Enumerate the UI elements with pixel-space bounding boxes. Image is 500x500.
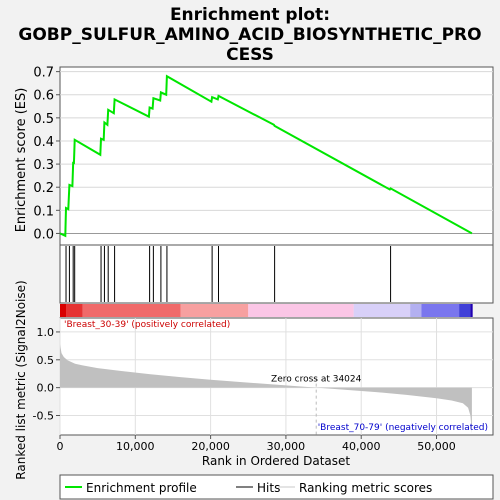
chart-title-line1: Enrichment plot: — [170, 5, 330, 25]
es-y-tick-label: 0.5 — [33, 112, 54, 127]
x-tick-label: 20,000 — [191, 440, 230, 453]
colorbar-segment — [421, 304, 460, 317]
es-y-tick-label: 0.7 — [33, 66, 54, 81]
es-y-tick-label: 0.3 — [33, 158, 54, 173]
x-tick-label: 40,000 — [342, 440, 381, 453]
ranking-colorbar — [60, 304, 473, 317]
es-grid — [60, 71, 493, 234]
x-axis-label: Rank in Ordered Dataset — [202, 454, 350, 468]
colorbar-segment — [248, 304, 354, 317]
chart-title-line3: CESS — [226, 45, 274, 65]
metric-y-tick-label: 1.0 — [37, 326, 55, 339]
positive-label: 'Breast_30-39' (positively correlated) — [64, 320, 230, 330]
es-y-ticks: 0.0 0.1 0.2 0.3 0.4 0.5 0.6 0.7 — [33, 66, 60, 242]
metric-y-tick-label: 0.0 — [37, 382, 55, 395]
chart-title-line2: GOBP_SULFUR_AMINO_ACID_BIOSYNTHETIC_PRO — [18, 25, 481, 45]
colorbar-segment — [82, 304, 181, 317]
colorbar-segment — [353, 304, 411, 317]
es-panel-frame — [59, 66, 494, 246]
legend-metric-label: Ranking metric scores — [299, 481, 432, 495]
colorbar-segment — [180, 304, 249, 317]
x-tick-label: 50,000 — [417, 440, 456, 453]
es-y-tick-label: 0.0 — [33, 227, 54, 242]
metric-y-tick-label: 0.5 — [37, 354, 55, 367]
negative-label: 'Breast_70-79' (negatively correlated) — [318, 423, 488, 433]
hits-ticks — [65, 246, 392, 302]
legend-hits-label: Hits — [257, 481, 280, 495]
colorbar-segment — [66, 304, 83, 317]
metric-y-ticks: -0.5 0.0 0.5 1.0 — [33, 326, 60, 423]
es-y-tick-label: 0.1 — [33, 204, 54, 219]
x-tick-label: 0 — [57, 440, 64, 453]
x-tick-label: 10,000 — [116, 440, 155, 453]
metric-x-ticks: 0 10,000 20,000 30,000 40,000 50,000 — [57, 435, 456, 453]
es-y-tick-label: 0.2 — [33, 181, 54, 196]
enrichment-profile-line — [59, 74, 473, 238]
es-y-tick-label: 0.6 — [33, 89, 54, 104]
zero-cross-label: Zero cross at 34024 — [271, 375, 362, 385]
colorbar-segment — [459, 304, 471, 317]
metric-y-axis-label: Ranked list metric (Signal2Noise) — [14, 280, 28, 479]
es-y-axis-label: Enrichment score (ES) — [14, 88, 29, 233]
colorbar-segment — [470, 304, 473, 317]
x-tick-label: 30,000 — [267, 440, 306, 453]
ranking-metric-area — [60, 344, 472, 434]
colorbar-segment — [410, 304, 422, 317]
es-y-tick-label: 0.4 — [33, 135, 54, 150]
metric-y-tick-label: -0.5 — [33, 410, 54, 423]
colorbar-segment — [60, 304, 67, 317]
legend-enrichment-label: Enrichment profile — [86, 481, 197, 495]
legend-box — [59, 474, 494, 500]
hits-panel-frame — [59, 244, 494, 304]
